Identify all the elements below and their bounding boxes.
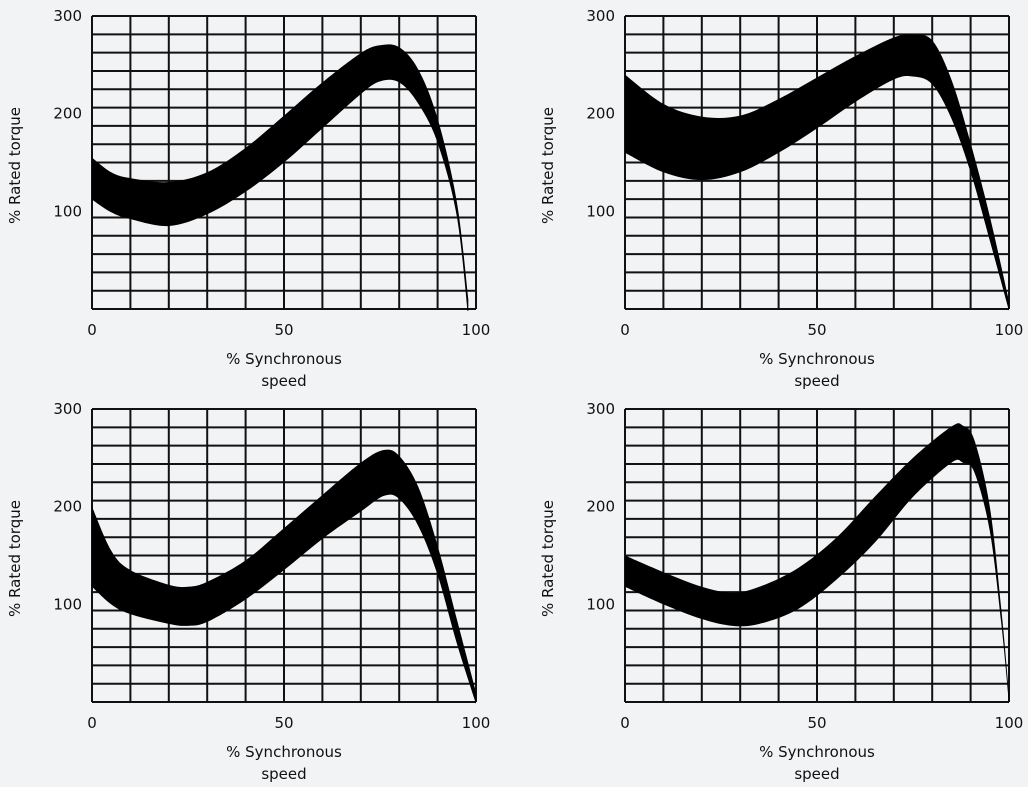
x-tick-label: 0	[620, 714, 630, 732]
y-tick-label: 100	[53, 202, 82, 220]
x-tick-label: 0	[620, 321, 630, 339]
torque-band-series-1	[625, 423, 1009, 704]
y-tick-label: 100	[53, 595, 82, 613]
chart-1: 100 200 300 0 50 100 % Synchronous speed % Rated…	[6, 7, 491, 390]
x-tick-label: 100	[995, 714, 1024, 732]
chart-panel-2: 100 200 300 0 50 100 % Synchronous speed % Rated…	[533, 0, 1028, 393]
chart-panel-3: 100 200 300 0 50 100 % Synchronous speed % Rated…	[0, 393, 514, 786]
x-axis-label: % Synchronous	[226, 350, 342, 368]
y-axis-label: % Rated torque	[6, 500, 24, 617]
chart-panel-1: 100 200 300 0 50 100 % Synchronous speed % Rated…	[0, 0, 514, 393]
x-axis-label-line2: speed	[794, 372, 839, 390]
y-tick-label: 300	[53, 400, 82, 418]
x-tick-label: 100	[995, 321, 1024, 339]
y-tick-label: 100	[586, 595, 615, 613]
y-tick-label: 300	[586, 400, 615, 418]
y-tick-label: 200	[586, 498, 615, 516]
x-tick-label: 50	[274, 714, 293, 732]
y-tick-label: 100	[586, 202, 615, 220]
torque-band-series-1	[625, 34, 1009, 311]
x-axis-label: % Synchronous	[759, 350, 875, 368]
grid	[624, 408, 1010, 703]
y-tick-label: 300	[53, 7, 82, 25]
y-tick-label: 200	[586, 105, 615, 123]
y-axis-label: % Rated torque	[539, 107, 557, 224]
x-axis-label: % Synchronous	[226, 743, 342, 761]
x-tick-label: 50	[274, 321, 293, 339]
x-tick-label: 50	[807, 321, 826, 339]
x-tick-label: 100	[462, 714, 491, 732]
x-tick-label: 50	[807, 714, 826, 732]
x-axis-label-line2: speed	[261, 765, 306, 783]
x-tick-label: 100	[462, 321, 491, 339]
x-axis-label-line2: speed	[261, 372, 306, 390]
y-axis-label: % Rated torque	[539, 500, 557, 617]
y-tick-label: 200	[53, 498, 82, 516]
x-tick-label: 0	[87, 321, 97, 339]
x-axis-label: % Synchronous	[759, 743, 875, 761]
x-axis-label-line2: speed	[794, 765, 839, 783]
chart-3: 100 200 300 0 50 100 % Synchronous speed % Rated…	[6, 400, 491, 783]
y-axis-label: % Rated torque	[6, 107, 24, 224]
y-tick-label: 300	[586, 7, 615, 25]
chart-4: 100 200 300 0 50 100 % Synchronous speed % Rated…	[539, 400, 1024, 783]
chart-2: 100 200 300 0 50 100 % Synchronous speed % Rated…	[539, 7, 1024, 390]
chart-panel-4: 100 200 300 0 50 100 % Synchronous speed % Rated…	[533, 393, 1028, 786]
y-tick-label: 200	[53, 105, 82, 123]
x-tick-label: 0	[87, 714, 97, 732]
